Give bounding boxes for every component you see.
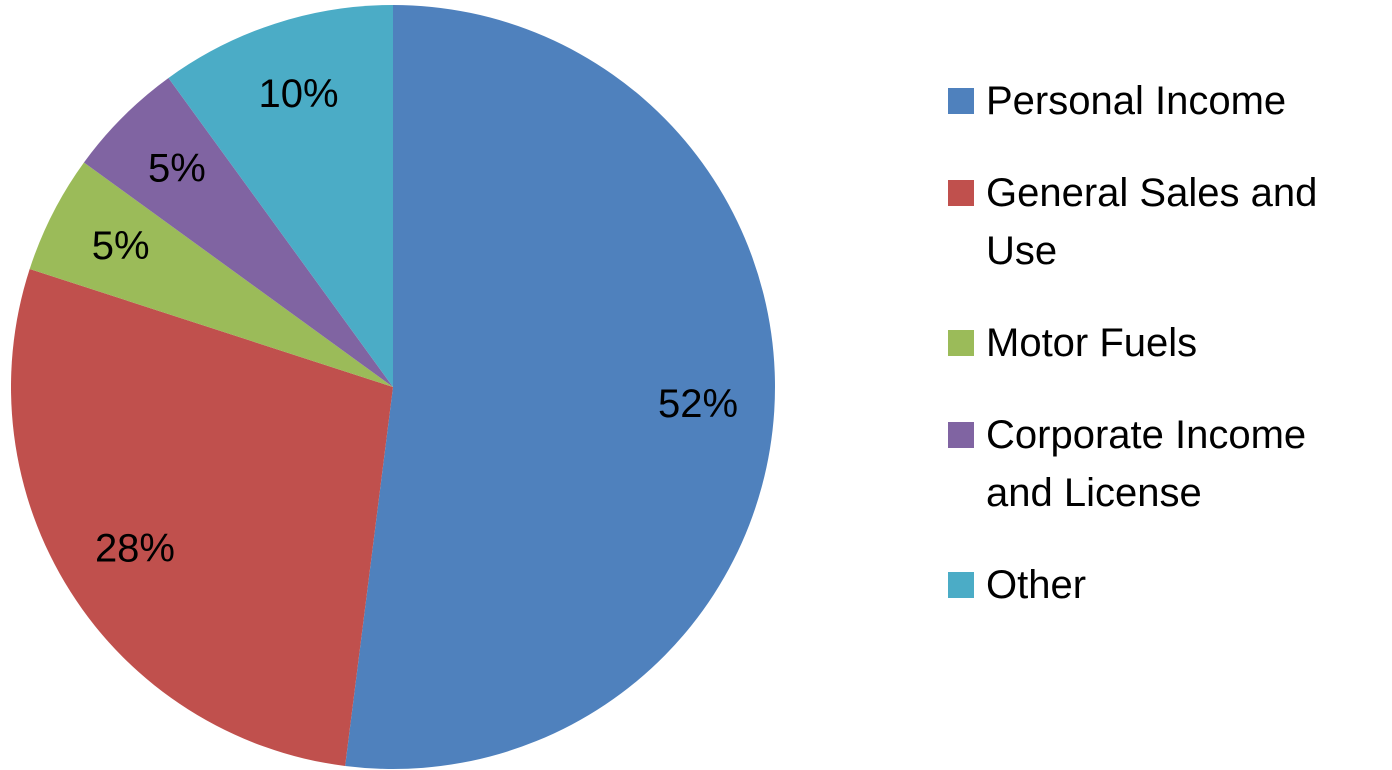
- data-label: 5%: [148, 146, 206, 190]
- legend-swatch: [948, 88, 974, 114]
- data-label: 28%: [95, 526, 175, 570]
- legend-swatch: [948, 572, 974, 598]
- pie-slice: [168, 5, 393, 387]
- legend: Personal Income General Sales and Use Moto…: [948, 72, 1368, 614]
- data-label: 5%: [92, 224, 150, 268]
- legend-swatch: [948, 422, 974, 448]
- legend-label: Motor Fuels: [986, 321, 1198, 365]
- legend-item: Corporate Income and License: [948, 406, 1368, 522]
- pie-slice: [29, 162, 393, 387]
- data-label: 10%: [259, 72, 339, 116]
- data-label: 52%: [658, 382, 738, 426]
- pie-slice: [83, 77, 393, 387]
- legend-item: Personal Income: [948, 72, 1368, 130]
- legend-item: Motor Fuels: [948, 314, 1368, 372]
- pie-slice: [11, 268, 393, 766]
- legend-label: Corporate Income and License: [986, 413, 1307, 515]
- legend-swatch: [948, 180, 974, 206]
- legend-item: General Sales and Use: [948, 164, 1368, 280]
- legend-label: Personal Income: [986, 79, 1287, 123]
- pie-area: 52% 28% 5% 5% 10%: [11, 5, 775, 769]
- pie-slice: [345, 5, 775, 769]
- legend-swatch: [948, 330, 974, 356]
- legend-label: General Sales and Use: [986, 171, 1318, 273]
- legend-item: Other: [948, 556, 1368, 614]
- legend-label: Other: [986, 563, 1087, 607]
